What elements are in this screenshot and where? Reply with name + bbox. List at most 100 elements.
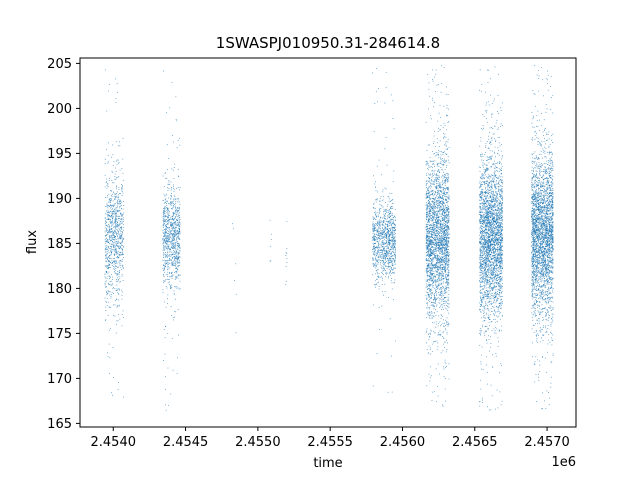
- data-point: [162, 224, 164, 226]
- data-point: [435, 230, 437, 232]
- data-point: [391, 206, 393, 207]
- data-point: [440, 194, 442, 196]
- data-point: [426, 173, 427, 175]
- data-point: [106, 292, 108, 294]
- data-point: [175, 278, 177, 280]
- data-point: [378, 233, 380, 235]
- data-point: [106, 229, 108, 231]
- data-point: [177, 265, 179, 267]
- data-point: [441, 258, 443, 260]
- data-point: [167, 197, 169, 199]
- data-point: [377, 276, 379, 278]
- data-point: [426, 218, 427, 220]
- data-point: [174, 223, 176, 225]
- data-point: [433, 267, 434, 268]
- data-point: [118, 257, 119, 259]
- data-point: [438, 170, 440, 172]
- data-point: [431, 234, 433, 236]
- data-point: [434, 230, 436, 232]
- data-point: [164, 267, 166, 269]
- data-point: [442, 291, 444, 293]
- data-point: [121, 241, 123, 242]
- data-point: [118, 225, 120, 227]
- data-point: [428, 191, 430, 192]
- data-point: [106, 272, 107, 274]
- data-point: [388, 216, 390, 218]
- data-point: [431, 183, 433, 185]
- data-point: [373, 207, 375, 209]
- data-point: [383, 270, 385, 271]
- data-point: [429, 237, 431, 239]
- data-point: [168, 238, 170, 240]
- data-point: [438, 267, 440, 269]
- data-point: [168, 281, 170, 283]
- data-point: [383, 221, 385, 222]
- data-point: [390, 208, 392, 209]
- data-point: [447, 324, 449, 325]
- data-point: [385, 266, 387, 267]
- data-point: [431, 270, 433, 272]
- data-point: [431, 268, 433, 270]
- data-point: [437, 187, 439, 189]
- data-point: [442, 229, 443, 230]
- data-point: [439, 172, 440, 174]
- data-point: [166, 200, 168, 202]
- data-point: [111, 265, 113, 266]
- data-point: [435, 299, 436, 301]
- data-point: [167, 298, 168, 300]
- data-point: [165, 260, 166, 261]
- data-point: [113, 226, 115, 227]
- data-point: [385, 213, 387, 214]
- data-point: [426, 236, 428, 237]
- data-point: [106, 234, 108, 236]
- data-point: [442, 242, 444, 244]
- data-point: [179, 274, 181, 276]
- data-point: [444, 230, 446, 232]
- data-point: [446, 225, 448, 226]
- data-point: [176, 256, 178, 258]
- data-point: [390, 227, 392, 229]
- data-point: [437, 259, 439, 260]
- data-point: [383, 217, 385, 219]
- data-point: [110, 200, 111, 202]
- data-point: [120, 232, 122, 234]
- data-point: [176, 272, 178, 274]
- data-point: [392, 251, 394, 253]
- data-point: [428, 255, 430, 257]
- data-point: [120, 247, 122, 249]
- data-point: [428, 238, 429, 240]
- data-point: [105, 242, 106, 244]
- data-point: [434, 202, 435, 204]
- data-point: [381, 224, 383, 225]
- data-point: [439, 267, 440, 268]
- data-point: [430, 293, 432, 295]
- data-point: [430, 225, 432, 227]
- data-point: [122, 268, 124, 270]
- data-point: [430, 180, 432, 182]
- data-point: [377, 269, 379, 271]
- data-point: [105, 281, 106, 283]
- data-point: [119, 245, 121, 247]
- data-point: [172, 201, 174, 202]
- data-point: [123, 317, 124, 319]
- data-point: [173, 230, 174, 232]
- data-point: [435, 244, 437, 245]
- data-point: [117, 320, 119, 322]
- data-point: [390, 212, 392, 214]
- data-point: [428, 210, 430, 211]
- data-point: [440, 190, 441, 192]
- data-point: [429, 289, 431, 291]
- data-point: [114, 248, 116, 250]
- data-point: [108, 214, 109, 216]
- data-point: [377, 256, 379, 258]
- data-point: [175, 221, 176, 223]
- data-point: [428, 352, 430, 354]
- data-point: [444, 212, 446, 214]
- data-point: [374, 236, 376, 238]
- data-point: [118, 238, 120, 240]
- data-point: [430, 253, 432, 255]
- data-point: [393, 221, 394, 223]
- data-point: [116, 273, 118, 274]
- data-point: [443, 151, 445, 153]
- data-point: [114, 288, 116, 289]
